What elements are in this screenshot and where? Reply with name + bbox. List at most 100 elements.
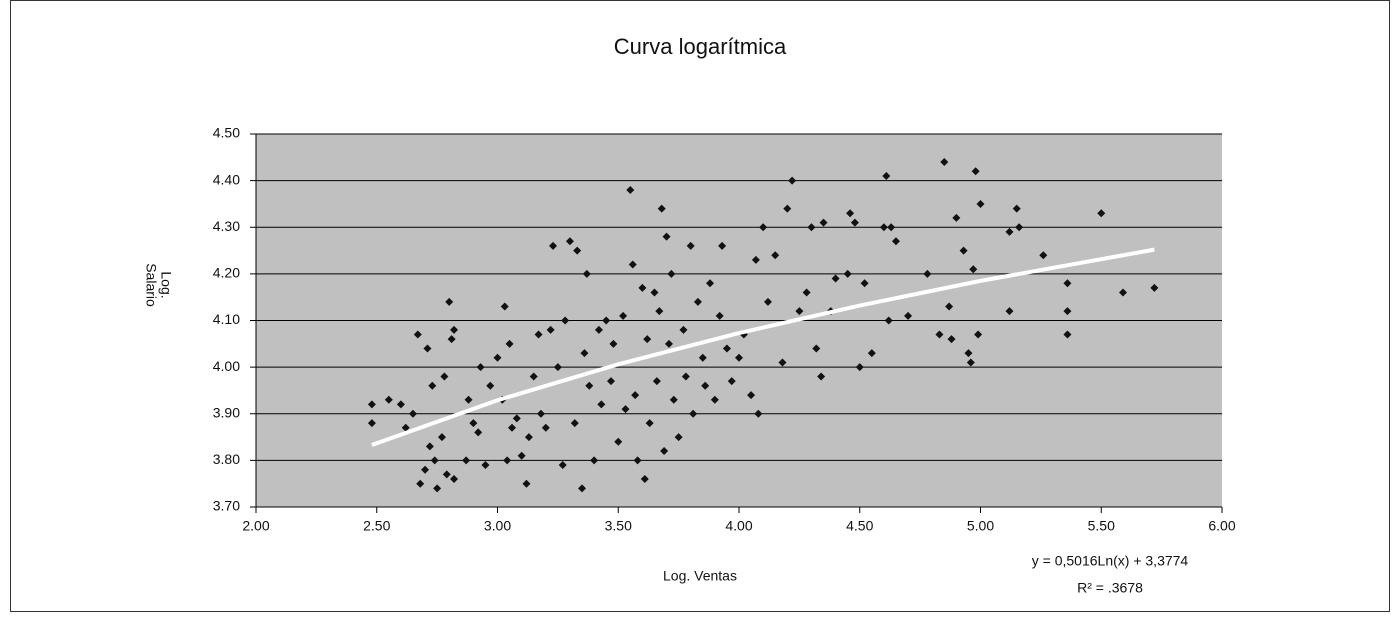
r-squared: R² = .3678 [1077,580,1143,596]
data-point [706,279,715,288]
data-point [887,223,896,232]
data-point [754,409,763,418]
data-point [727,377,736,386]
data-point [959,246,968,255]
data-point [474,428,483,437]
data-point [396,400,405,409]
data-point [631,391,640,400]
x-axis-label: Log. Ventas [663,568,737,584]
data-point [450,475,459,484]
data-point [401,423,410,432]
data-point [686,241,695,250]
data-point [969,265,978,274]
data-point [681,372,690,381]
data-point [689,409,698,418]
data-point [570,419,579,428]
data-point [565,237,574,246]
data-point [831,274,840,283]
data-point [650,288,659,297]
data-point [812,344,821,353]
trend-equation: y = 0,5016Ln(x) + 3,3774 [1032,553,1189,569]
data-point [655,307,664,316]
data-point [425,442,434,451]
data-point [1150,283,1159,292]
data-point [771,251,780,260]
data-point [657,204,666,213]
y-tick-label: 4.00 [213,358,240,374]
data-point [1005,227,1014,236]
data-point [481,461,490,470]
data-point [558,461,567,470]
y-tick-label: 4.20 [213,265,240,281]
data-point [590,456,599,465]
data-point [507,423,516,432]
data-point [952,213,961,222]
data-point [879,223,888,232]
data-point [855,363,864,372]
data-point [638,283,647,292]
data-point [450,325,459,334]
data-point [512,414,521,423]
data-point [971,167,980,176]
data-point [867,349,876,358]
data-point [1063,330,1072,339]
data-point [633,456,642,465]
data-point [751,255,760,264]
data-point [517,451,526,460]
x-tick-label: 3.50 [605,518,632,534]
data-point [674,433,683,442]
data-point [1015,223,1024,232]
data-point [904,311,913,320]
y-tick-label: 3.90 [213,404,240,420]
data-point [664,339,673,348]
data-point [667,269,676,278]
data-point [660,447,669,456]
data-point [778,358,787,367]
data-point [710,395,719,404]
data-point [846,209,855,218]
data-point [763,297,772,306]
chart-title: Curva logarítmica [614,34,787,59]
data-point [546,325,555,334]
data-point [614,437,623,446]
data-point [408,409,417,418]
data-point [966,358,975,367]
data-point [628,260,637,269]
data-point [643,335,652,344]
data-point [679,325,688,334]
data-point [597,400,606,409]
data-point [1063,279,1072,288]
data-point [445,297,454,306]
data-point [1118,288,1127,297]
data-point [645,419,654,428]
data-point [430,456,439,465]
data-point [413,330,422,339]
data-point [882,171,891,180]
data-point [522,479,531,488]
data-point [626,185,635,194]
data-point [486,381,495,390]
data-point [843,269,852,278]
data-point [1039,251,1048,260]
data-point [722,344,731,353]
data-point [976,199,985,208]
data-point [541,423,550,432]
data-point [735,353,743,362]
data-point [640,475,649,484]
data-point [619,311,628,320]
data-point [947,335,956,344]
data-point [578,484,587,493]
data-point [802,288,811,297]
data-point [437,433,446,442]
y-tick-label: 4.30 [213,218,240,234]
x-tick-label: 4.00 [725,518,752,534]
data-point [759,223,768,232]
data-point [701,381,710,390]
y-tick-label: 4.40 [213,171,240,187]
data-point [817,372,826,381]
data-point [607,377,616,386]
data-point [652,377,661,386]
data-point [367,419,376,428]
data-point [469,419,478,428]
